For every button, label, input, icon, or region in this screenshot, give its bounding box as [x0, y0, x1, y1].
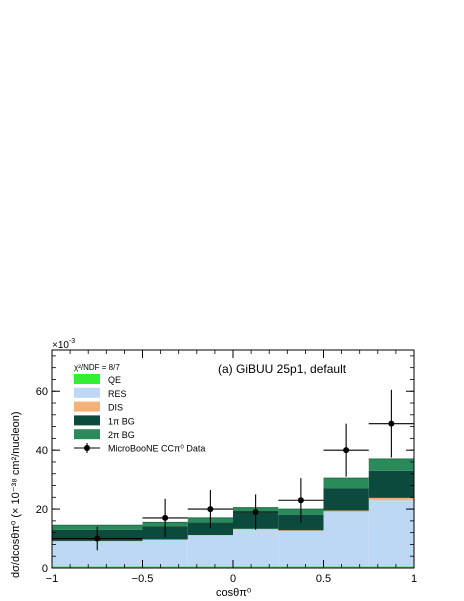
- legend-data-marker: [84, 445, 90, 451]
- y-multiplier-exponent: -3: [69, 338, 75, 345]
- legend-swatch-1: [74, 387, 100, 398]
- stack-bar-2pi-bg-6: [368, 459, 414, 471]
- stack-bar-1pi-bg-6: [368, 470, 414, 498]
- y-multiplier: ×10-3: [52, 338, 75, 351]
- data-point-3: [252, 509, 259, 516]
- data-point-5: [343, 447, 350, 454]
- legend-label-1: RES: [108, 389, 127, 399]
- stack-bar-qe-3: [233, 566, 279, 568]
- legend-label-3: 1π BG: [108, 416, 135, 426]
- stack-bar-1pi-bg-4: [278, 514, 324, 531]
- stack-bar-1pi-bg-5: [323, 488, 369, 511]
- stack-bar-qe-0: [52, 566, 143, 568]
- y-tick-label-2: 40: [36, 445, 48, 457]
- x-tick-label-4: 1: [411, 573, 417, 585]
- stack-bar-dis-5: [323, 510, 369, 513]
- data-point-2: [207, 506, 214, 513]
- chi2-label: χ²/NDF = 8/7: [74, 363, 120, 372]
- y-multiplier-base: ×10: [52, 340, 69, 351]
- y-tick-label-0: 0: [42, 563, 48, 575]
- stack-bar-dis-1: [142, 539, 188, 541]
- legend: QE RES DIS 1π BG 2π BG MicroBooNE CCπ⁰ Data: [74, 374, 205, 454]
- legend-label-0: QE: [108, 375, 121, 385]
- data-point-0: [94, 535, 101, 542]
- stack-bar-2pi-bg-5: [323, 478, 369, 489]
- stack-bar-res-5: [323, 512, 369, 567]
- data-points: [52, 389, 414, 551]
- data-point-6: [388, 420, 395, 427]
- stack-bar-qe-5: [323, 566, 369, 568]
- y-tick-label-1: 20: [36, 504, 48, 516]
- stack-bar-res-2: [187, 535, 233, 567]
- x-tick-label-1: −0.5: [132, 573, 154, 585]
- x-tick-label-0: −1: [46, 573, 59, 585]
- stack-bar-dis-6: [368, 497, 414, 501]
- stack-bar-res-1: [142, 540, 188, 567]
- stack-bar-qe-1: [142, 566, 188, 568]
- data-point-1: [162, 514, 169, 521]
- x-tick-label-3: 0.5: [316, 573, 331, 585]
- legend-label-4: 2π BG: [108, 430, 135, 440]
- chart-title: (a) GiBUU 25p1, default: [218, 362, 347, 376]
- axis-ticks: −1 −0.5 0 0.5 1 0 20 40 60: [36, 350, 417, 585]
- stack-bar-qe-6: [368, 566, 414, 568]
- stack-bar-res-3: [233, 529, 279, 567]
- stack-bar-res-4: [278, 531, 324, 567]
- legend-swatch-4: [74, 429, 100, 440]
- y-axis-label: dσ/dcosθπ⁰ (× 10⁻³⁸ cm²/nucleon): [10, 412, 22, 579]
- y-tick-label-3: 60: [36, 386, 48, 398]
- stack-bar-dis-2: [187, 535, 233, 536]
- x-axis-label: cosθπ⁰: [216, 587, 252, 599]
- x-tick-label-2: 0: [230, 573, 236, 585]
- legend-swatch-2: [74, 401, 100, 412]
- legend-label-data: MicroBooNE CCπ⁰ Data: [108, 444, 205, 454]
- legend-swatch-0: [74, 374, 100, 384]
- stack-bar-res-6: [368, 500, 414, 567]
- stack-bar-qe-4: [278, 566, 324, 568]
- legend-swatch-3: [74, 415, 100, 426]
- stack-bar-1pi-bg-2: [187, 522, 233, 536]
- data-point-4: [297, 497, 304, 504]
- stack-bar-dis-4: [278, 530, 324, 532]
- stack-bar-qe-2: [187, 566, 233, 568]
- legend-label-2: DIS: [108, 403, 123, 413]
